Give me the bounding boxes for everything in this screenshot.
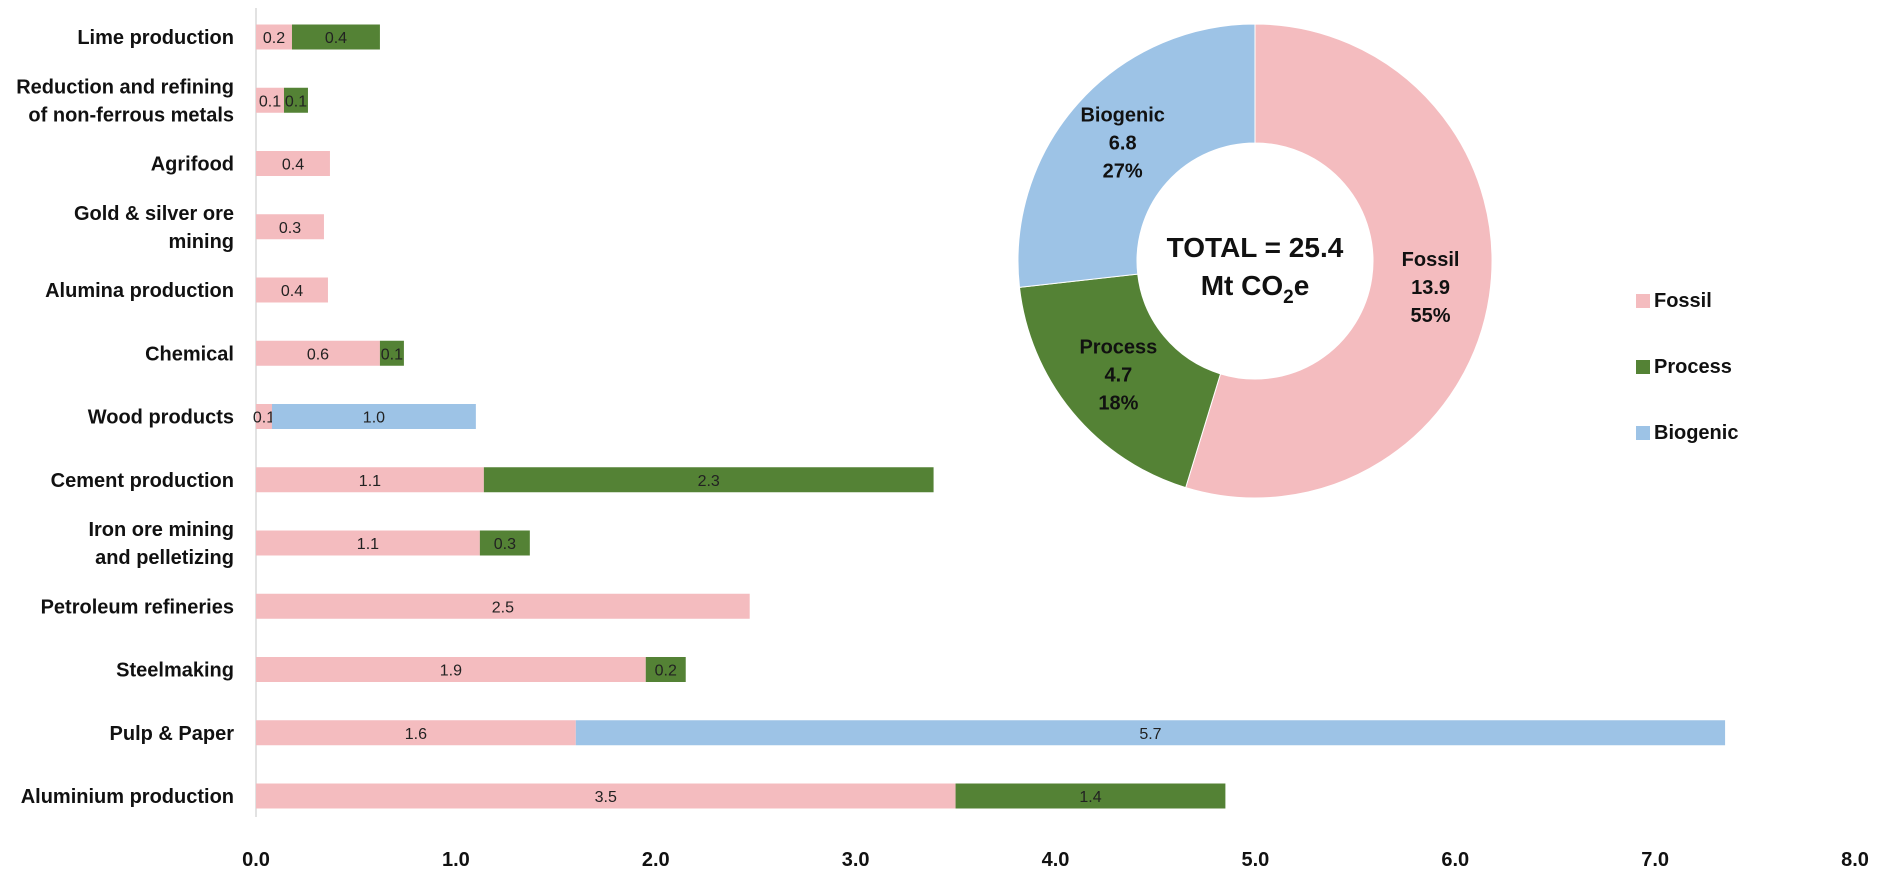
- bar-segment-fossil: [256, 720, 576, 746]
- data-label: 2.5: [492, 599, 514, 616]
- category-label: Alumina production: [45, 280, 234, 302]
- data-label: 0.1: [285, 93, 307, 110]
- bar-segment-process: [283, 87, 308, 113]
- x-tick-label: 5.0: [1241, 849, 1269, 869]
- donut-slice-label: Biogenic 6.8 27%: [1080, 105, 1164, 183]
- data-label: 0.4: [281, 283, 303, 300]
- bar-segment-fossil: [256, 214, 324, 240]
- donut-slice-process: [1018, 273, 1222, 489]
- x-tick-label: 7.0: [1641, 849, 1669, 869]
- donut-slice-label: Process 4.7 18%: [1079, 336, 1157, 414]
- donut-slice-fossil: [1185, 23, 1493, 499]
- data-label: 1.1: [359, 473, 381, 490]
- data-label: 0.3: [279, 220, 301, 237]
- data-label: 0.1: [253, 410, 275, 427]
- data-label: 1.1: [357, 536, 379, 553]
- data-label: 1.6: [405, 726, 427, 743]
- legend-swatch-fossil: [1636, 294, 1650, 308]
- data-label: 0.2: [655, 663, 677, 680]
- bar-segment-process: [479, 530, 530, 556]
- legend-label: Biogenic: [1654, 422, 1738, 444]
- category-label: Steelmaking: [116, 660, 234, 682]
- bar-segment-process: [955, 783, 1226, 809]
- donut-slice-biogenic: [1017, 23, 1256, 288]
- bar-segment-fossil: [256, 593, 750, 619]
- legend-swatch-process: [1636, 360, 1650, 374]
- data-label: 3.5: [595, 789, 617, 806]
- category-label: Reduction and refining of non-ferrous met…: [16, 76, 234, 126]
- bar-segment-biogenic: [271, 404, 476, 429]
- bar-segment-process: [645, 657, 686, 682]
- bar-segment-fossil: [256, 277, 328, 303]
- category-label: Chemical: [145, 343, 234, 365]
- data-label: 0.4: [282, 157, 304, 174]
- x-tick-label: 2.0: [642, 849, 670, 869]
- x-tick-label: 4.0: [1042, 849, 1070, 869]
- data-label: 0.2: [263, 30, 285, 47]
- bar-segment-fossil: [256, 24, 292, 50]
- bar-segment-fossil: [256, 87, 284, 113]
- category-label: Cement production: [51, 470, 234, 492]
- data-label: 0.1: [259, 93, 281, 110]
- data-label: 0.6: [307, 346, 329, 363]
- bar-segment-fossil: [256, 783, 956, 809]
- bar-segment-fossil: [256, 467, 484, 493]
- category-label: Aluminium production: [21, 786, 234, 808]
- donut-total-label: TOTAL = 25.4: [1167, 232, 1344, 263]
- category-label: Iron ore mining and pelletizing: [88, 519, 234, 569]
- data-label: 2.3: [698, 473, 720, 490]
- x-tick-label: 6.0: [1441, 849, 1469, 869]
- category-label: Petroleum refineries: [41, 596, 234, 618]
- bar-segment-fossil: [256, 151, 330, 176]
- x-tick-label: 1.0: [442, 849, 470, 869]
- data-label: 5.7: [1139, 726, 1161, 743]
- data-label: 0.3: [494, 536, 516, 553]
- x-tick-label: 8.0: [1841, 849, 1869, 869]
- legend-label: Fossil: [1654, 290, 1712, 312]
- bar-segment-process: [379, 340, 404, 366]
- bar-segment-fossil: [256, 657, 646, 682]
- category-label: Pulp & Paper: [110, 723, 235, 745]
- data-label: 0.4: [325, 30, 347, 47]
- donut-slice-label: Fossil 13.9 55%: [1402, 249, 1460, 327]
- x-tick-label: 0.0: [242, 849, 270, 869]
- data-label: 1.9: [440, 663, 462, 680]
- category-label: Agrifood: [151, 154, 234, 176]
- bar-segment-process: [291, 24, 380, 50]
- x-tick-label: 3.0: [842, 849, 870, 869]
- data-label: 0.1: [381, 346, 403, 363]
- donut-unit-label: Mt CO2e: [1201, 270, 1310, 308]
- bar-segment-fossil: [256, 404, 272, 429]
- legend-label: Process: [1654, 356, 1732, 378]
- bar-segment-fossil: [256, 340, 380, 366]
- data-label: 1.4: [1079, 789, 1101, 806]
- category-label: Gold & silver ore mining: [74, 203, 234, 253]
- category-label: Wood products: [88, 407, 234, 429]
- data-label: 1.0: [363, 410, 385, 427]
- category-label: Lime production: [77, 27, 234, 49]
- bar-segment-biogenic: [575, 720, 1726, 746]
- bar-segment-fossil: [256, 530, 480, 556]
- legend-swatch-biogenic: [1636, 426, 1650, 440]
- bar-segment-process: [483, 467, 934, 493]
